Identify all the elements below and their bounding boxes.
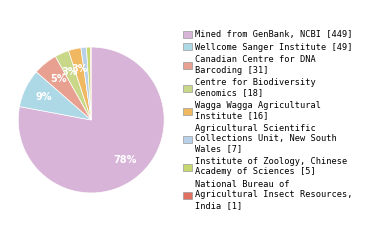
Wedge shape bbox=[68, 48, 91, 120]
Legend: Mined from GenBank, NCBI [449], Wellcome Sanger Institute [49], Canadian Centre : Mined from GenBank, NCBI [449], Wellcome… bbox=[183, 30, 353, 210]
Text: 3%: 3% bbox=[62, 67, 78, 77]
Wedge shape bbox=[81, 47, 91, 120]
Text: 78%: 78% bbox=[113, 156, 136, 165]
Wedge shape bbox=[90, 47, 91, 120]
Wedge shape bbox=[36, 56, 91, 120]
Wedge shape bbox=[18, 47, 164, 193]
Wedge shape bbox=[19, 72, 91, 120]
Wedge shape bbox=[55, 51, 91, 120]
Wedge shape bbox=[86, 47, 91, 120]
Text: 3%: 3% bbox=[71, 64, 87, 74]
Text: 5%: 5% bbox=[50, 74, 66, 84]
Text: 9%: 9% bbox=[36, 92, 52, 102]
